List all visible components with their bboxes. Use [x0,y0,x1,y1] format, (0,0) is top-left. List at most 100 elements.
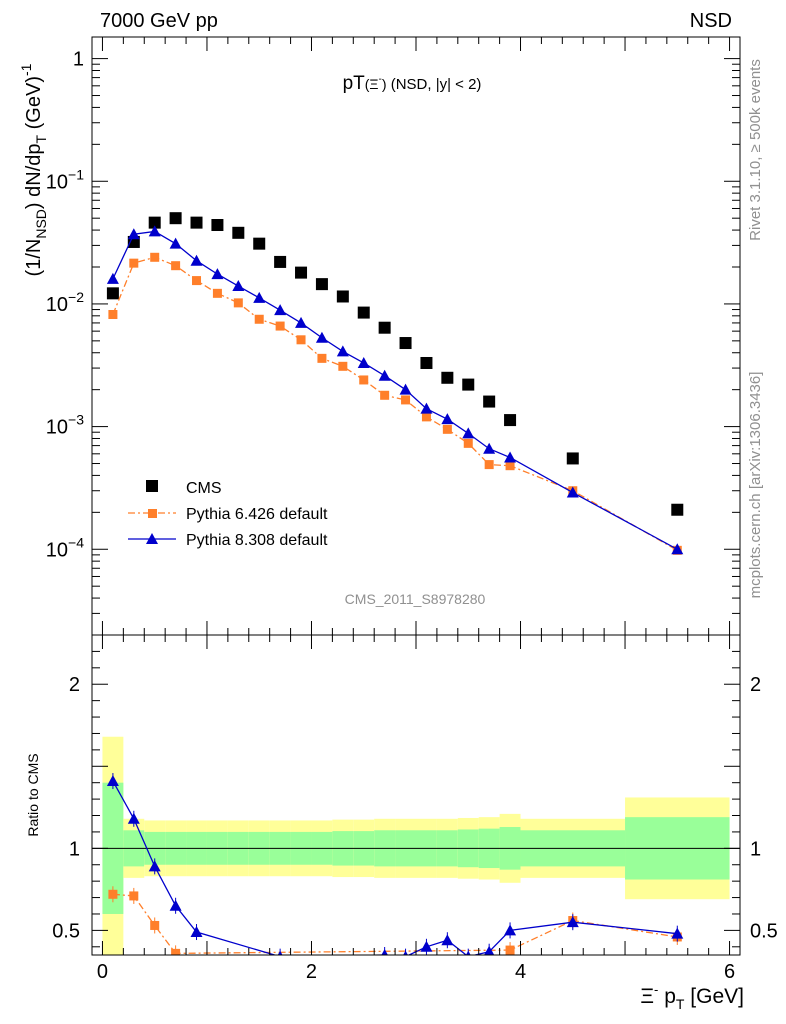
series-line [112,256,678,551]
pythia6-ratio-point [171,948,181,955]
pythia6-data-point [505,461,515,471]
cms-data-point [336,290,349,303]
cms-data-point [211,219,224,232]
main-plot-series [106,212,684,555]
main-plot-y-ticks [92,58,740,636]
pythia6-data-point [317,353,327,363]
pythia8-data-point [462,427,475,439]
pythia8-data-point [420,402,433,414]
y-tick-label: 10−3 [46,412,84,439]
pythia6-data-point [192,276,202,286]
cms-data-point [378,321,391,334]
pythia8-ratio-point [190,926,203,938]
main-plot-y-tick-labels: 1 10−1 10−2 10−3 10−4 [46,49,84,562]
cms-data-point [274,255,287,268]
plot-title-main: pT [343,73,366,94]
y-tick-label: 10−2 [46,289,84,316]
pythia6-data-point [442,424,452,434]
pythia6-data-point [463,438,473,448]
pythia6-data-point [129,258,139,268]
pythia6-data-point [212,288,222,298]
ratio-y-tick-label-right: 0.5 [750,920,778,942]
pythia6-data-point [171,261,181,271]
cms-data-point [232,226,245,239]
ratio-y-axis-label: Ratio to CMS [25,753,41,836]
main-plot-panel: 110−110−210−310−4 pT(Ξ-) (NSD, |y| < 2) … [18,36,741,636]
cms-data-point [441,371,454,384]
x-axis-label: Ξ- pT [GeV] [640,982,744,1012]
pythia8-data-point [399,383,412,395]
cms-data-point [504,414,517,427]
pythia8-data-point [190,254,203,266]
pythia6-data-point [338,361,348,371]
pythia6-data-point [108,310,118,320]
pythia6-data-point [359,375,369,385]
legend-pythia6-marker [148,509,157,518]
ratio-plot-frame [91,634,741,956]
pythia6-data-point [275,321,285,331]
pythia8-data-point [253,291,266,303]
x-tick-label: 6 [724,961,735,983]
pythia8-data-point [169,237,182,249]
pythia6-data-point [401,395,411,405]
pythia8-ratio-point [504,924,517,936]
cms-data-point [253,237,266,250]
pythia8-ratio-point [148,860,161,872]
x-tick-label: 4 [515,961,526,983]
ratio-plot-y-ticks [92,650,740,948]
ratio-uncertainty-bands [102,736,730,955]
pythia8-data-point [295,316,308,328]
cms-data-point [190,216,203,229]
svg-text:(1/NNSD) dN/dpT (GeV)-1: (1/NNSD) dN/dpT (GeV)-1 [18,63,49,276]
cms-data-point [169,212,182,225]
rivet-version-text: Rivet 3.1.10, ≥ 500k events [747,59,764,241]
series-line [112,230,678,550]
pythia8-data-point [211,268,224,280]
pythia8-ratio-point [403,950,408,955]
pythia8-ratio-point [381,949,388,955]
x-tick-label: 2 [306,961,317,983]
pythia8-ratio-point [441,934,454,946]
cms-data-point [483,395,496,408]
cms-data-point [399,337,412,350]
pythia8-data-point [483,442,496,454]
pythia8-data-point [378,369,391,381]
mcplots-credit-text: mcplots.cern.ch [arXiv:1306.3436] [747,372,764,599]
legend-pythia8-label: Pythia 8.308 default [186,532,328,549]
pythia8-data-point [357,356,370,368]
y-tick-label: 1 [73,49,84,71]
cms-data-point [295,266,308,279]
pythia8-ratio-point [671,927,684,939]
pythia6-data-point [421,412,431,422]
cms-data-point [357,306,370,319]
pythia6-data-point [233,298,243,308]
header-right: NSD [690,10,732,32]
ratio-plot-tick-labels: 0 2 4 6 0.5 0.5 1 1 2 2 [52,674,778,983]
pythia8-ratio-point [127,812,140,824]
legend-cms-marker [146,480,158,492]
pythia8-ratio-point [106,775,119,787]
cms-data-point [671,503,684,516]
pythia6-data-point [484,460,494,470]
pythia8-data-point [441,413,454,425]
pythia8-ratio-point [484,945,495,955]
plot-title: pT(Ξ-) (NSD, |y| < 2) [343,73,482,94]
ratio-y-tick-label-left: 0.5 [52,920,80,942]
cms-data-point [148,216,161,229]
analysis-watermark: CMS_2011_S8978280 [345,591,486,607]
pythia8-ratio-point [169,899,182,911]
y-tick-label: 10−4 [46,534,84,561]
pythia8-data-point [274,304,287,316]
pythia8-data-point [566,486,579,498]
cms-data-point [566,452,579,465]
cms-data-point [106,287,119,300]
pythia6-ratio-point [129,891,139,901]
pythia8-data-point [315,331,328,343]
ratio-series-line [112,780,678,955]
pythia8-ratio-point [277,950,283,955]
ratio-plot-x-ticks [101,635,731,955]
y-tick-label: 10−1 [46,166,84,193]
pythia8-ratio-point [465,950,471,955]
ratio-plot-panel: 0 2 4 6 0.5 0.5 1 1 2 2 Ratio to CMS Ξ- pT [GeV] [25,634,778,1012]
pythia8-ratio-point [566,916,579,928]
